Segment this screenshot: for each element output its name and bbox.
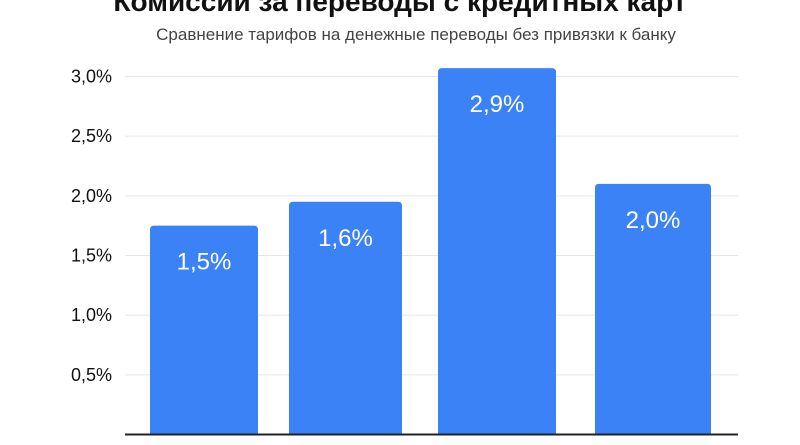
y-tick-label: 3,0%: [71, 67, 112, 87]
bar-value-label: 2,9%: [470, 91, 525, 118]
bar: [289, 201, 402, 435]
y-tick-label: 2,0%: [71, 186, 112, 206]
chart-subtitle: Сравнение тарифов на денежные переводы б…: [156, 25, 676, 44]
y-tick-label: 1,0%: [71, 305, 112, 325]
bar-value-label: 1,6%: [318, 225, 373, 252]
bar-value-label: 2,0%: [626, 207, 681, 234]
bar: [595, 183, 711, 435]
bar-value-label: 1,5%: [177, 249, 232, 276]
y-tick-label: 2,5%: [71, 126, 112, 146]
y-tick-label: 1,5%: [71, 246, 112, 266]
bar: [438, 68, 556, 435]
bar: [150, 225, 258, 435]
y-tick-label: 0,5%: [71, 365, 112, 385]
chart-title: Комиссии за переводы с кредитных карт: [113, 0, 687, 17]
